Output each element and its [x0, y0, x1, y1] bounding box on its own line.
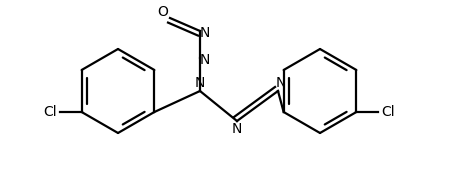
Text: N: N: [232, 122, 242, 136]
Text: N: N: [200, 53, 210, 67]
Text: O: O: [158, 5, 169, 19]
Text: N: N: [195, 76, 205, 90]
Text: N: N: [276, 76, 286, 90]
Text: N: N: [200, 26, 210, 40]
Text: Cl: Cl: [43, 105, 56, 119]
Text: Cl: Cl: [382, 105, 395, 119]
